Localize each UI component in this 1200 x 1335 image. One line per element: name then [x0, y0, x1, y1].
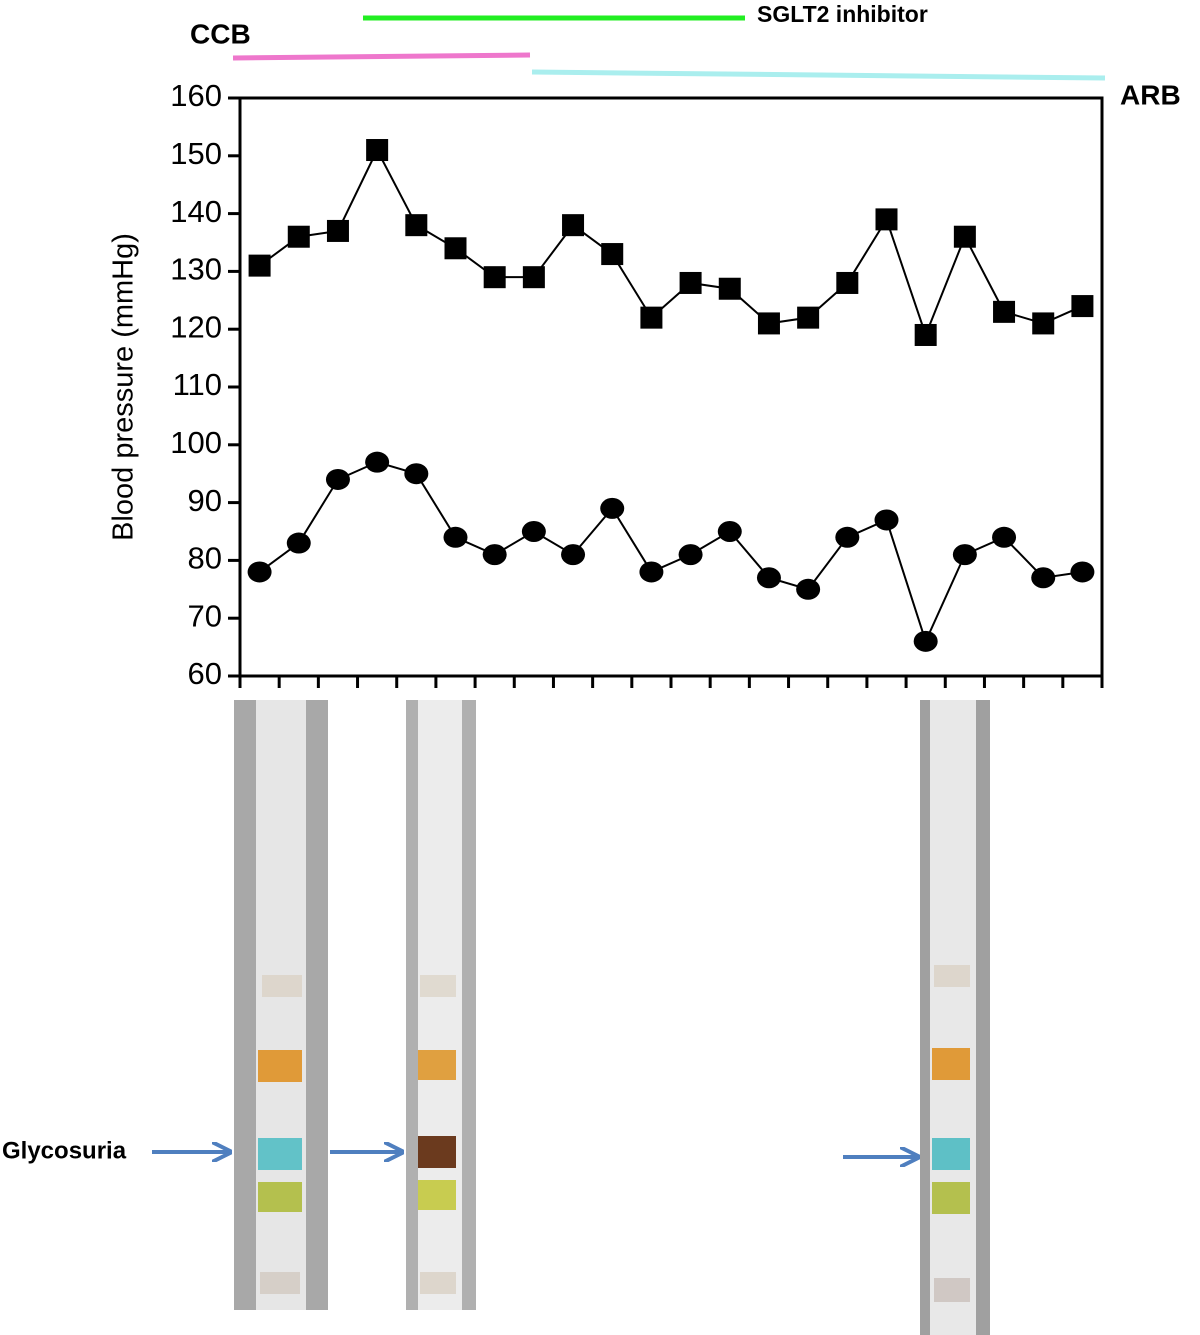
data-point — [522, 266, 545, 289]
data-point — [952, 544, 977, 566]
data-point — [993, 300, 1016, 323]
arrows — [152, 1152, 918, 1157]
data-point — [836, 271, 859, 294]
data-point — [874, 509, 899, 531]
treatment-label: CCB — [190, 18, 251, 49]
strip-photo — [920, 700, 990, 1335]
data-point — [640, 306, 663, 329]
data-point — [953, 225, 976, 248]
data-point — [914, 323, 937, 346]
treatment-label: ARB — [1120, 79, 1181, 110]
data-point — [365, 451, 390, 473]
data-point — [639, 561, 664, 583]
treatment-bar — [531, 69, 1106, 81]
data-point — [1031, 567, 1056, 589]
data-point — [756, 567, 781, 589]
y-tick-label: 90 — [188, 483, 222, 518]
data-point — [1032, 312, 1055, 335]
data-point — [248, 254, 271, 277]
y-tick-label: 80 — [188, 541, 222, 576]
strip-photo — [406, 700, 476, 1310]
data-point — [600, 497, 625, 519]
data-point — [366, 139, 389, 162]
data-point — [913, 630, 938, 652]
y-tick-label: 70 — [188, 598, 222, 633]
y-tick-label: 130 — [170, 252, 222, 287]
treatment-label: SGLT2 inhibitor — [757, 1, 928, 27]
y-tick-label: 60 — [188, 656, 222, 691]
y-tick-label: 110 — [173, 367, 222, 402]
plot-frame — [238, 96, 1104, 678]
data-point — [797, 306, 820, 329]
treatment-bar — [232, 52, 531, 61]
y-tick-label: 120 — [170, 309, 222, 344]
data-point — [483, 266, 506, 289]
data-point — [521, 521, 546, 542]
data-point — [287, 225, 310, 248]
data-point — [718, 277, 741, 300]
data-point — [796, 578, 821, 600]
data-point — [405, 214, 428, 237]
y-tick-label: 140 — [170, 194, 222, 229]
data-point — [1071, 295, 1094, 318]
data-point — [679, 271, 702, 294]
data-point — [286, 532, 311, 554]
data-point — [562, 214, 585, 237]
data-point — [325, 468, 350, 490]
y-tick-label: 150 — [170, 136, 222, 171]
series-line — [258, 147, 1083, 338]
data-point — [601, 243, 624, 266]
data-point — [992, 526, 1017, 548]
data-point — [482, 544, 507, 566]
data-point — [404, 463, 429, 485]
data-point — [757, 312, 780, 335]
data-point — [561, 544, 586, 566]
data-point — [326, 219, 349, 242]
y-tick-label: 160 — [170, 78, 222, 113]
series-line — [258, 461, 1083, 645]
data-point — [835, 526, 860, 548]
data-point — [444, 237, 467, 260]
data-point — [247, 561, 272, 583]
strip-photo — [234, 700, 328, 1310]
data-point — [717, 521, 742, 542]
y-axis-label: Blood pressure (mmHg) — [108, 233, 140, 541]
data-point — [1070, 561, 1095, 583]
y-tick-label: 100 — [170, 425, 222, 460]
glycosuria-label: Glycosuria — [2, 1137, 127, 1164]
data-point — [875, 208, 898, 231]
data-point — [443, 526, 468, 548]
data-point — [678, 544, 703, 566]
